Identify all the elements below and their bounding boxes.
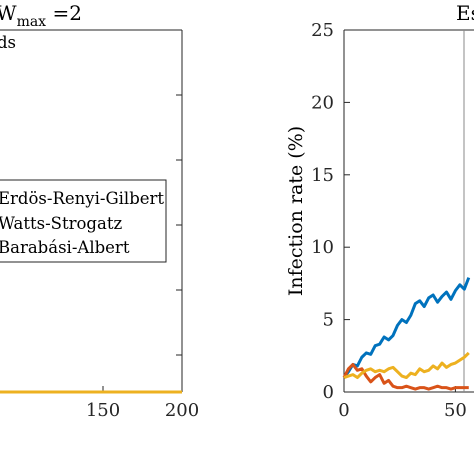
- right-series-line-0: [342, 277, 471, 379]
- right-title: Es: [456, 1, 474, 25]
- right-series: [342, 277, 471, 391]
- left-right-ticks: [176, 29, 182, 356]
- right-y-tick-label: 5: [323, 310, 334, 331]
- right-y-ticks: 0 5 10 15 20 25: [311, 20, 350, 403]
- right-series-line-1: [342, 362, 469, 391]
- right-y-tick-label: 15: [311, 165, 334, 186]
- right-panel: Es 0 5 10 15 20 25 0 50 Infection rate (%): [285, 1, 474, 421]
- legend-box: [0, 179, 167, 263]
- left-title-rest: =2: [46, 1, 82, 25]
- left-title: Wmax =2: [0, 1, 82, 30]
- left-panel: Wmax =2 150 200 ds Erdös-Renyi-Gilbert Wa…: [0, 1, 199, 421]
- right-y-axis-label: Infection rate (%): [285, 126, 307, 296]
- right-y-tick-label: 20: [311, 92, 334, 113]
- right-y-tick-label: 10: [311, 237, 334, 258]
- legend-entry-barabasi: Barabási-Albert: [0, 238, 130, 257]
- right-x-tick-label: 50: [444, 400, 467, 421]
- right-series-line-2: [343, 351, 470, 380]
- left-partial-label: ds: [0, 33, 16, 52]
- left-title-sub: max: [17, 14, 47, 30]
- right-y-tick-label: 25: [311, 20, 334, 41]
- left-x-ticks: 150 200: [86, 386, 199, 421]
- right-x-tick-label: 0: [338, 400, 349, 421]
- legend-entry-watts: Watts-Strogatz: [0, 214, 122, 233]
- left-title-main: W: [0, 1, 17, 25]
- legend-entry-erdos: Erdös-Renyi-Gilbert: [0, 189, 164, 208]
- right-x-ticks: 0 50: [338, 386, 467, 421]
- right-y-tick-label: 0: [323, 382, 334, 403]
- left-x-tick-label: 200: [165, 400, 199, 421]
- left-x-tick-label: 150: [86, 400, 120, 421]
